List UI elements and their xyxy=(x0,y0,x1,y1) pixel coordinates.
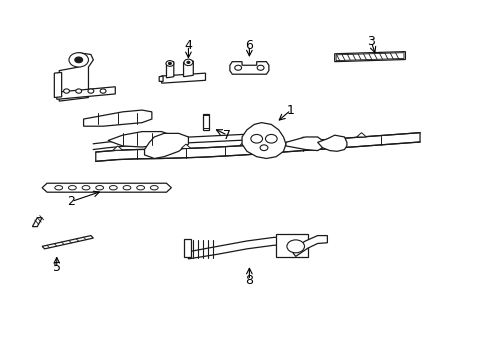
Polygon shape xyxy=(57,87,115,99)
Polygon shape xyxy=(276,234,307,257)
Circle shape xyxy=(76,89,81,93)
Text: 1: 1 xyxy=(286,104,294,117)
Polygon shape xyxy=(161,73,205,83)
Ellipse shape xyxy=(96,185,103,190)
Circle shape xyxy=(265,134,277,143)
Circle shape xyxy=(100,89,106,93)
Circle shape xyxy=(186,61,189,63)
Polygon shape xyxy=(59,53,93,101)
Ellipse shape xyxy=(109,185,117,190)
Circle shape xyxy=(165,60,173,66)
Circle shape xyxy=(286,240,304,253)
Text: 3: 3 xyxy=(366,35,374,49)
Ellipse shape xyxy=(68,185,76,190)
Polygon shape xyxy=(203,114,208,130)
Polygon shape xyxy=(239,141,249,145)
Polygon shape xyxy=(290,235,327,256)
Circle shape xyxy=(88,89,94,93)
Circle shape xyxy=(260,145,267,150)
Polygon shape xyxy=(183,61,193,77)
Circle shape xyxy=(257,65,264,70)
Polygon shape xyxy=(242,123,285,158)
Text: 2: 2 xyxy=(67,195,75,208)
Polygon shape xyxy=(334,51,405,62)
Text: 5: 5 xyxy=(53,261,61,274)
Ellipse shape xyxy=(150,185,158,190)
Circle shape xyxy=(75,57,82,63)
Polygon shape xyxy=(83,110,152,126)
Polygon shape xyxy=(42,235,93,249)
Ellipse shape xyxy=(123,185,131,190)
Polygon shape xyxy=(159,76,163,81)
Text: 8: 8 xyxy=(245,274,253,287)
Circle shape xyxy=(168,62,171,64)
Text: 6: 6 xyxy=(245,39,253,52)
Text: 4: 4 xyxy=(184,39,192,52)
Circle shape xyxy=(250,134,262,143)
Polygon shape xyxy=(54,72,61,98)
Polygon shape xyxy=(183,239,190,257)
Polygon shape xyxy=(42,183,171,192)
Polygon shape xyxy=(113,146,122,150)
Polygon shape xyxy=(96,133,419,161)
Circle shape xyxy=(63,89,69,93)
Polygon shape xyxy=(317,135,346,151)
Polygon shape xyxy=(229,62,268,74)
Polygon shape xyxy=(188,237,290,259)
Circle shape xyxy=(183,59,192,66)
Polygon shape xyxy=(285,137,322,150)
Polygon shape xyxy=(144,134,188,158)
Ellipse shape xyxy=(82,185,90,190)
Ellipse shape xyxy=(137,185,144,190)
Polygon shape xyxy=(32,218,42,226)
Polygon shape xyxy=(166,62,173,78)
Text: 7: 7 xyxy=(223,129,231,142)
Circle shape xyxy=(69,53,88,67)
Ellipse shape xyxy=(55,185,62,190)
Polygon shape xyxy=(181,144,190,148)
Polygon shape xyxy=(356,133,366,137)
Polygon shape xyxy=(108,132,171,147)
Polygon shape xyxy=(298,137,307,141)
Circle shape xyxy=(234,65,241,70)
